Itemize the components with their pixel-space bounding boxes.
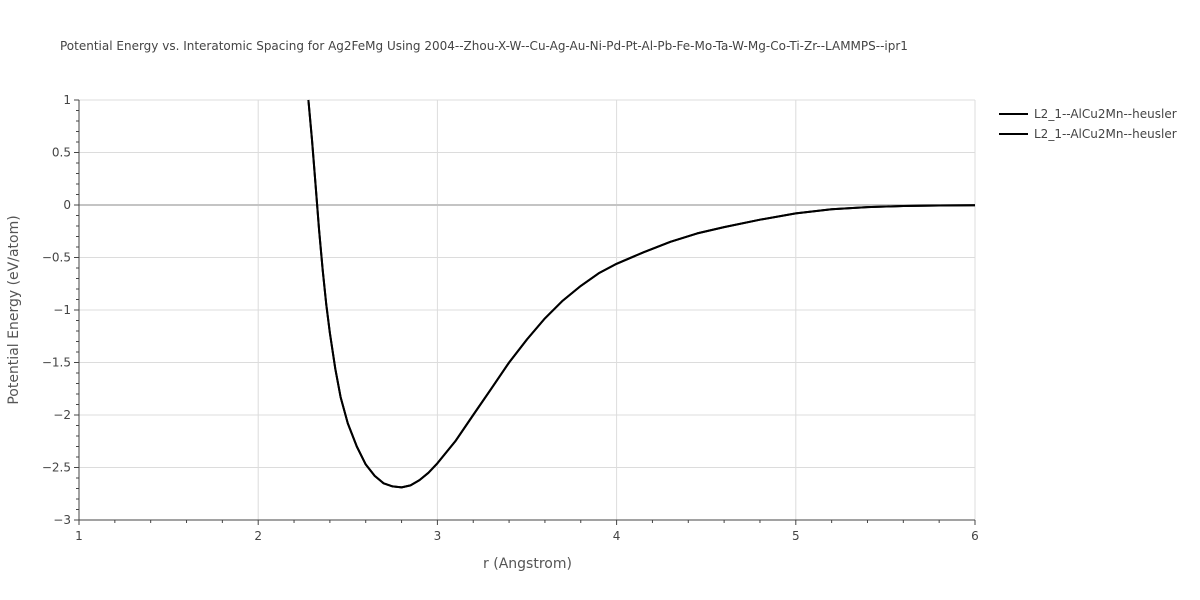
y-tick-label: −1: [53, 303, 71, 317]
y-tick-label: −0.5: [42, 251, 71, 265]
x-tick-label: 6: [971, 529, 979, 543]
x-tick-label: 4: [613, 529, 621, 543]
y-tick-label: −1.5: [42, 356, 71, 370]
x-tick-label: 2: [254, 529, 262, 543]
y-tick-label: −3: [53, 513, 71, 527]
legend-label[interactable]: L2_1--AlCu2Mn--heusler: [1034, 127, 1177, 141]
y-tick-label: −2: [53, 408, 71, 422]
y-axis-title: Potential Energy (eV/atom): [6, 215, 22, 404]
x-tick-label: 5: [792, 529, 800, 543]
series-line-1: [307, 99, 976, 489]
y-tick-label: 1: [63, 93, 71, 107]
y-tick-label: 0.5: [52, 146, 71, 160]
x-axis-title: r (Angstrom): [483, 556, 572, 572]
y-tick-label: 0: [63, 198, 71, 212]
series-lines: [307, 99, 976, 489]
y-tick-label: −2.5: [42, 461, 71, 475]
legend-label[interactable]: L2_1--AlCu2Mn--heusler: [1034, 107, 1177, 121]
x-tick-label: 1: [75, 529, 83, 543]
chart-title: Potential Energy vs. Interatomic Spacing…: [60, 39, 908, 53]
axes: 1 2 3 4 5 6 1 0.5 0 −0.5 −1 −1.5 −2 −2.5 −3: [42, 93, 979, 543]
grid: [79, 99, 976, 520]
legend[interactable]: L2_1--AlCu2Mn--heusler L2_1--AlCu2Mn--heu…: [999, 107, 1177, 141]
x-tick-label: 3: [434, 529, 442, 543]
series-line-2: [307, 99, 976, 489]
